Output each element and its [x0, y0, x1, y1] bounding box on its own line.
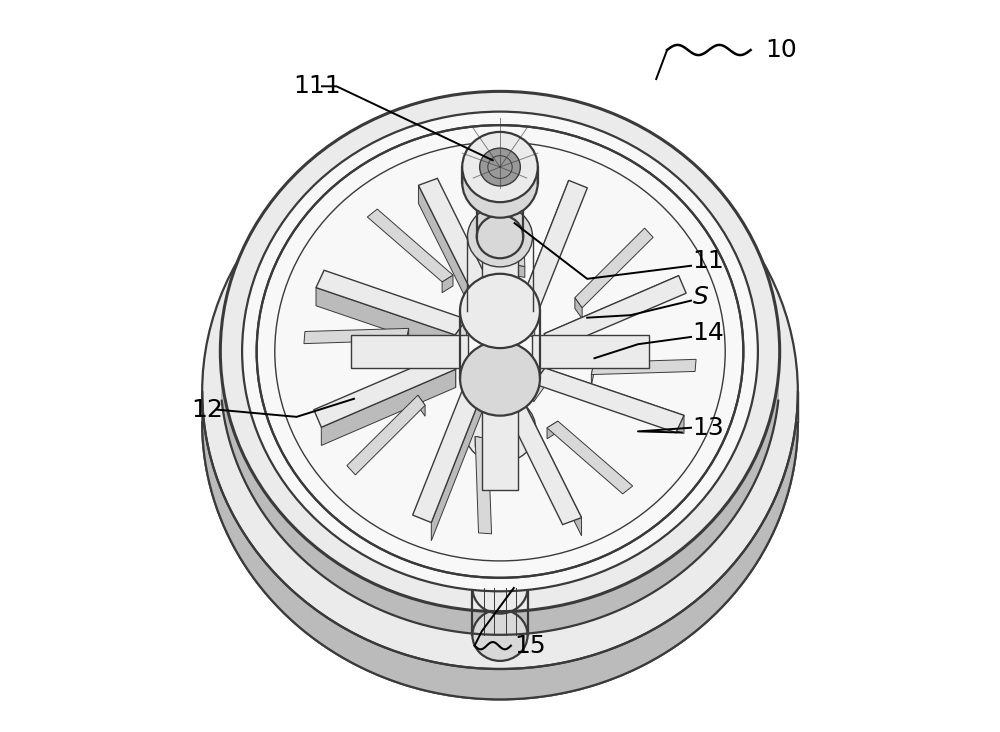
Text: 14: 14 — [693, 321, 724, 346]
Polygon shape — [518, 180, 569, 328]
Polygon shape — [482, 381, 518, 396]
Polygon shape — [499, 392, 582, 525]
Polygon shape — [534, 368, 684, 433]
Polygon shape — [482, 381, 518, 490]
Polygon shape — [532, 335, 649, 368]
Ellipse shape — [460, 341, 540, 416]
Polygon shape — [575, 228, 653, 307]
Text: 12: 12 — [191, 397, 223, 422]
Polygon shape — [482, 213, 518, 322]
Polygon shape — [547, 421, 558, 438]
Polygon shape — [534, 368, 545, 402]
Polygon shape — [465, 383, 482, 411]
Ellipse shape — [472, 562, 528, 613]
Ellipse shape — [202, 115, 798, 669]
Text: 15: 15 — [515, 634, 546, 657]
Polygon shape — [351, 335, 468, 368]
Ellipse shape — [462, 147, 538, 217]
Text: S: S — [693, 285, 708, 309]
Polygon shape — [482, 322, 518, 336]
Ellipse shape — [460, 274, 540, 348]
Polygon shape — [544, 334, 548, 370]
Polygon shape — [575, 298, 582, 318]
Ellipse shape — [467, 206, 533, 267]
Polygon shape — [547, 421, 633, 494]
Polygon shape — [475, 436, 492, 534]
Polygon shape — [455, 319, 466, 353]
Polygon shape — [519, 392, 582, 536]
Polygon shape — [418, 395, 425, 417]
Polygon shape — [499, 392, 519, 414]
Ellipse shape — [464, 396, 536, 463]
Ellipse shape — [472, 610, 528, 661]
Polygon shape — [418, 179, 501, 310]
Text: 13: 13 — [693, 416, 724, 440]
Polygon shape — [508, 169, 525, 266]
Ellipse shape — [477, 157, 523, 201]
Polygon shape — [304, 329, 409, 343]
Polygon shape — [591, 359, 696, 375]
Polygon shape — [418, 185, 481, 329]
Polygon shape — [202, 392, 798, 699]
Polygon shape — [347, 395, 425, 475]
Polygon shape — [431, 393, 482, 541]
Polygon shape — [481, 307, 501, 329]
Text: 11: 11 — [693, 249, 724, 272]
Ellipse shape — [477, 215, 523, 258]
Polygon shape — [544, 276, 679, 352]
Text: 111: 111 — [293, 75, 341, 98]
Polygon shape — [544, 276, 686, 352]
Polygon shape — [512, 264, 525, 277]
Polygon shape — [242, 112, 758, 591]
Polygon shape — [413, 383, 482, 523]
Polygon shape — [545, 368, 684, 433]
Polygon shape — [321, 370, 456, 446]
Ellipse shape — [480, 148, 520, 186]
Ellipse shape — [488, 156, 512, 179]
Ellipse shape — [462, 132, 538, 202]
Polygon shape — [367, 209, 453, 282]
Polygon shape — [314, 351, 456, 427]
Polygon shape — [406, 329, 409, 351]
Polygon shape — [591, 362, 594, 386]
Polygon shape — [452, 351, 456, 387]
Polygon shape — [316, 270, 466, 335]
Polygon shape — [518, 310, 535, 338]
Polygon shape — [475, 436, 488, 449]
Polygon shape — [316, 288, 455, 353]
Ellipse shape — [202, 146, 798, 699]
Polygon shape — [518, 180, 587, 320]
Polygon shape — [442, 275, 453, 293]
Text: 10: 10 — [765, 38, 797, 62]
Polygon shape — [220, 92, 780, 611]
Polygon shape — [222, 378, 778, 635]
